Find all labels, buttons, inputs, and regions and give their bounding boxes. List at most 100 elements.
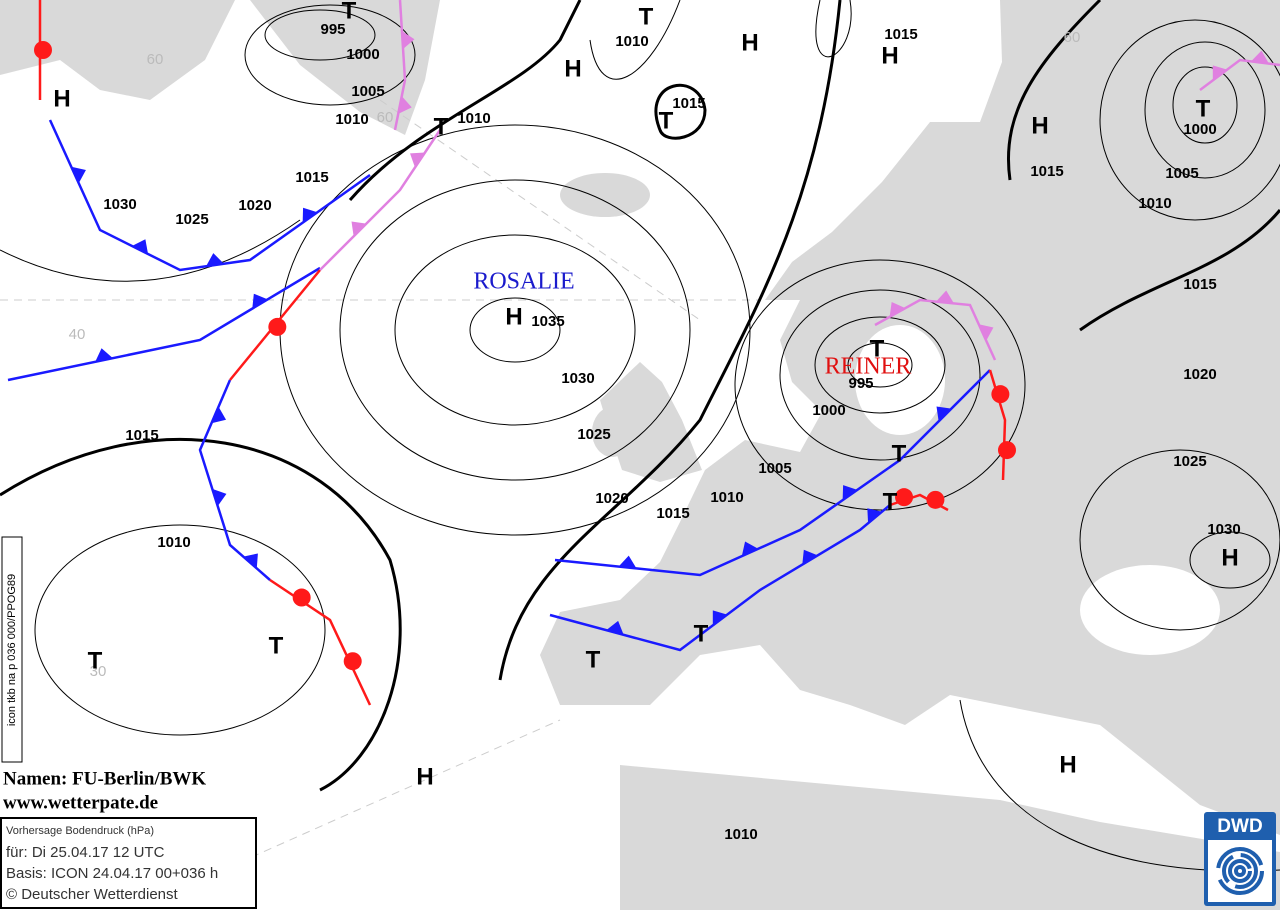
isobar <box>1189 531 1271 589</box>
isobar-label: 1010 <box>335 111 368 128</box>
sea <box>700 700 1150 790</box>
logo-swirl <box>1216 847 1264 895</box>
isobar-label: 1035 <box>531 313 564 330</box>
land <box>620 765 1280 910</box>
land <box>560 173 650 217</box>
isobar-label: 1015 <box>125 427 158 444</box>
legend-basis: Basis: ICON 24.04.17 00+036 h <box>6 865 218 882</box>
cold-front-symbol <box>212 488 227 507</box>
pressure-center: H <box>505 303 522 330</box>
isobar <box>264 9 376 61</box>
graticule <box>379 99 701 321</box>
warm-front-symbol <box>34 41 52 59</box>
isobar <box>34 524 326 736</box>
isobar-label: 1015 <box>884 26 917 43</box>
occluded-front-symbol <box>978 324 994 341</box>
logo-text: DWD <box>1217 816 1262 837</box>
isobar-label: 1010 <box>615 33 648 50</box>
isobar-label: 1015 <box>1183 276 1216 293</box>
credit-names: Namen: FU-Berlin/BWK <box>3 768 206 789</box>
occluded-front-symbol <box>351 221 367 237</box>
pressure-center: T <box>1196 95 1211 122</box>
isobar <box>847 342 913 388</box>
cold-front-symbol <box>802 549 818 565</box>
graticule-label: 30 <box>90 663 107 680</box>
cold-front-symbol <box>131 239 149 255</box>
isobar-label: 1015 <box>295 169 328 186</box>
pressure-center: T <box>434 113 449 140</box>
graticule-label: 40 <box>69 326 86 343</box>
cold-front-symbol <box>211 406 227 424</box>
cold-front-symbol <box>302 207 318 223</box>
system-name: REINER <box>825 354 912 380</box>
isobar-label: 1030 <box>103 196 136 213</box>
warm-front-symbol <box>991 385 1010 404</box>
warm-front-symbol <box>343 652 362 671</box>
occluded-front-symbol <box>401 31 415 49</box>
product-code: icon tkb na p 036 000/PPOG89 <box>6 574 18 726</box>
isobar <box>498 0 842 681</box>
cold-front-symbol <box>936 406 952 422</box>
isobar-label: 1005 <box>758 460 791 477</box>
isobar <box>814 316 946 414</box>
isobar-label: 1015 <box>672 95 705 112</box>
cold-front-symbol <box>71 166 86 184</box>
cold-front-symbol <box>243 553 258 569</box>
legend-title: Vorhersage Bodendruck (hPa) <box>6 825 154 837</box>
sea <box>855 325 945 435</box>
cold-front <box>554 369 991 577</box>
land <box>600 362 702 482</box>
land <box>250 0 440 135</box>
isobar <box>469 297 561 363</box>
cold-front-symbol <box>206 253 224 267</box>
isobar <box>1099 19 1280 221</box>
pressure-center: H <box>53 85 70 112</box>
cold-front-symbol <box>606 620 624 635</box>
occluded-front-symbol <box>1251 50 1269 64</box>
isobar <box>394 234 636 426</box>
legend-valid: für: Di 25.04.17 12 UTC <box>6 844 165 861</box>
isobar-label: 1025 <box>577 426 610 443</box>
isobar <box>244 4 416 106</box>
warm-front-symbol <box>895 488 914 507</box>
credit-website: www.wetterpate.de <box>3 792 158 813</box>
isobar <box>654 83 707 140</box>
occluded-front-symbol <box>936 290 954 304</box>
pressure-center: H <box>741 29 758 56</box>
graticule-label: 60 <box>147 51 164 68</box>
sea <box>1080 565 1220 655</box>
isobar <box>1079 449 1280 631</box>
occluded-front-symbol <box>1212 65 1228 81</box>
pressure-center: T <box>870 335 885 362</box>
logo-swirl <box>1222 853 1258 889</box>
isobar-label: 1030 <box>561 370 594 387</box>
system-name: ROSALIE <box>473 269 574 295</box>
isobar <box>734 259 1026 511</box>
isobar-label: 1025 <box>175 211 208 228</box>
occluded-front-symbol <box>889 302 906 317</box>
pressure-center: T <box>659 107 674 134</box>
pressure-center: H <box>1031 112 1048 139</box>
isobar-label: 1020 <box>238 197 271 214</box>
pressure-center: H <box>1059 751 1076 778</box>
pressure-center: T <box>342 0 357 24</box>
occluded-front-symbol <box>398 96 412 114</box>
logo-swirl <box>1228 859 1252 883</box>
occluded-front <box>319 129 442 271</box>
isobar <box>815 0 852 58</box>
cold-front <box>198 379 271 581</box>
isobar <box>779 289 981 461</box>
isobar <box>0 219 301 282</box>
isobar-label: 1000 <box>812 402 845 419</box>
isobar-label: 1010 <box>1138 195 1171 212</box>
land <box>592 407 632 457</box>
cold-front-symbol <box>867 508 882 524</box>
cold-front-symbol <box>741 541 759 557</box>
isobar <box>0 437 402 792</box>
isobar-label: 1020 <box>595 490 628 507</box>
isobar-label: 1010 <box>724 826 757 843</box>
isobar <box>1079 209 1280 332</box>
occluded-front-symbol <box>410 152 425 168</box>
logo-swirl <box>1234 865 1246 877</box>
warm-front <box>269 578 372 706</box>
